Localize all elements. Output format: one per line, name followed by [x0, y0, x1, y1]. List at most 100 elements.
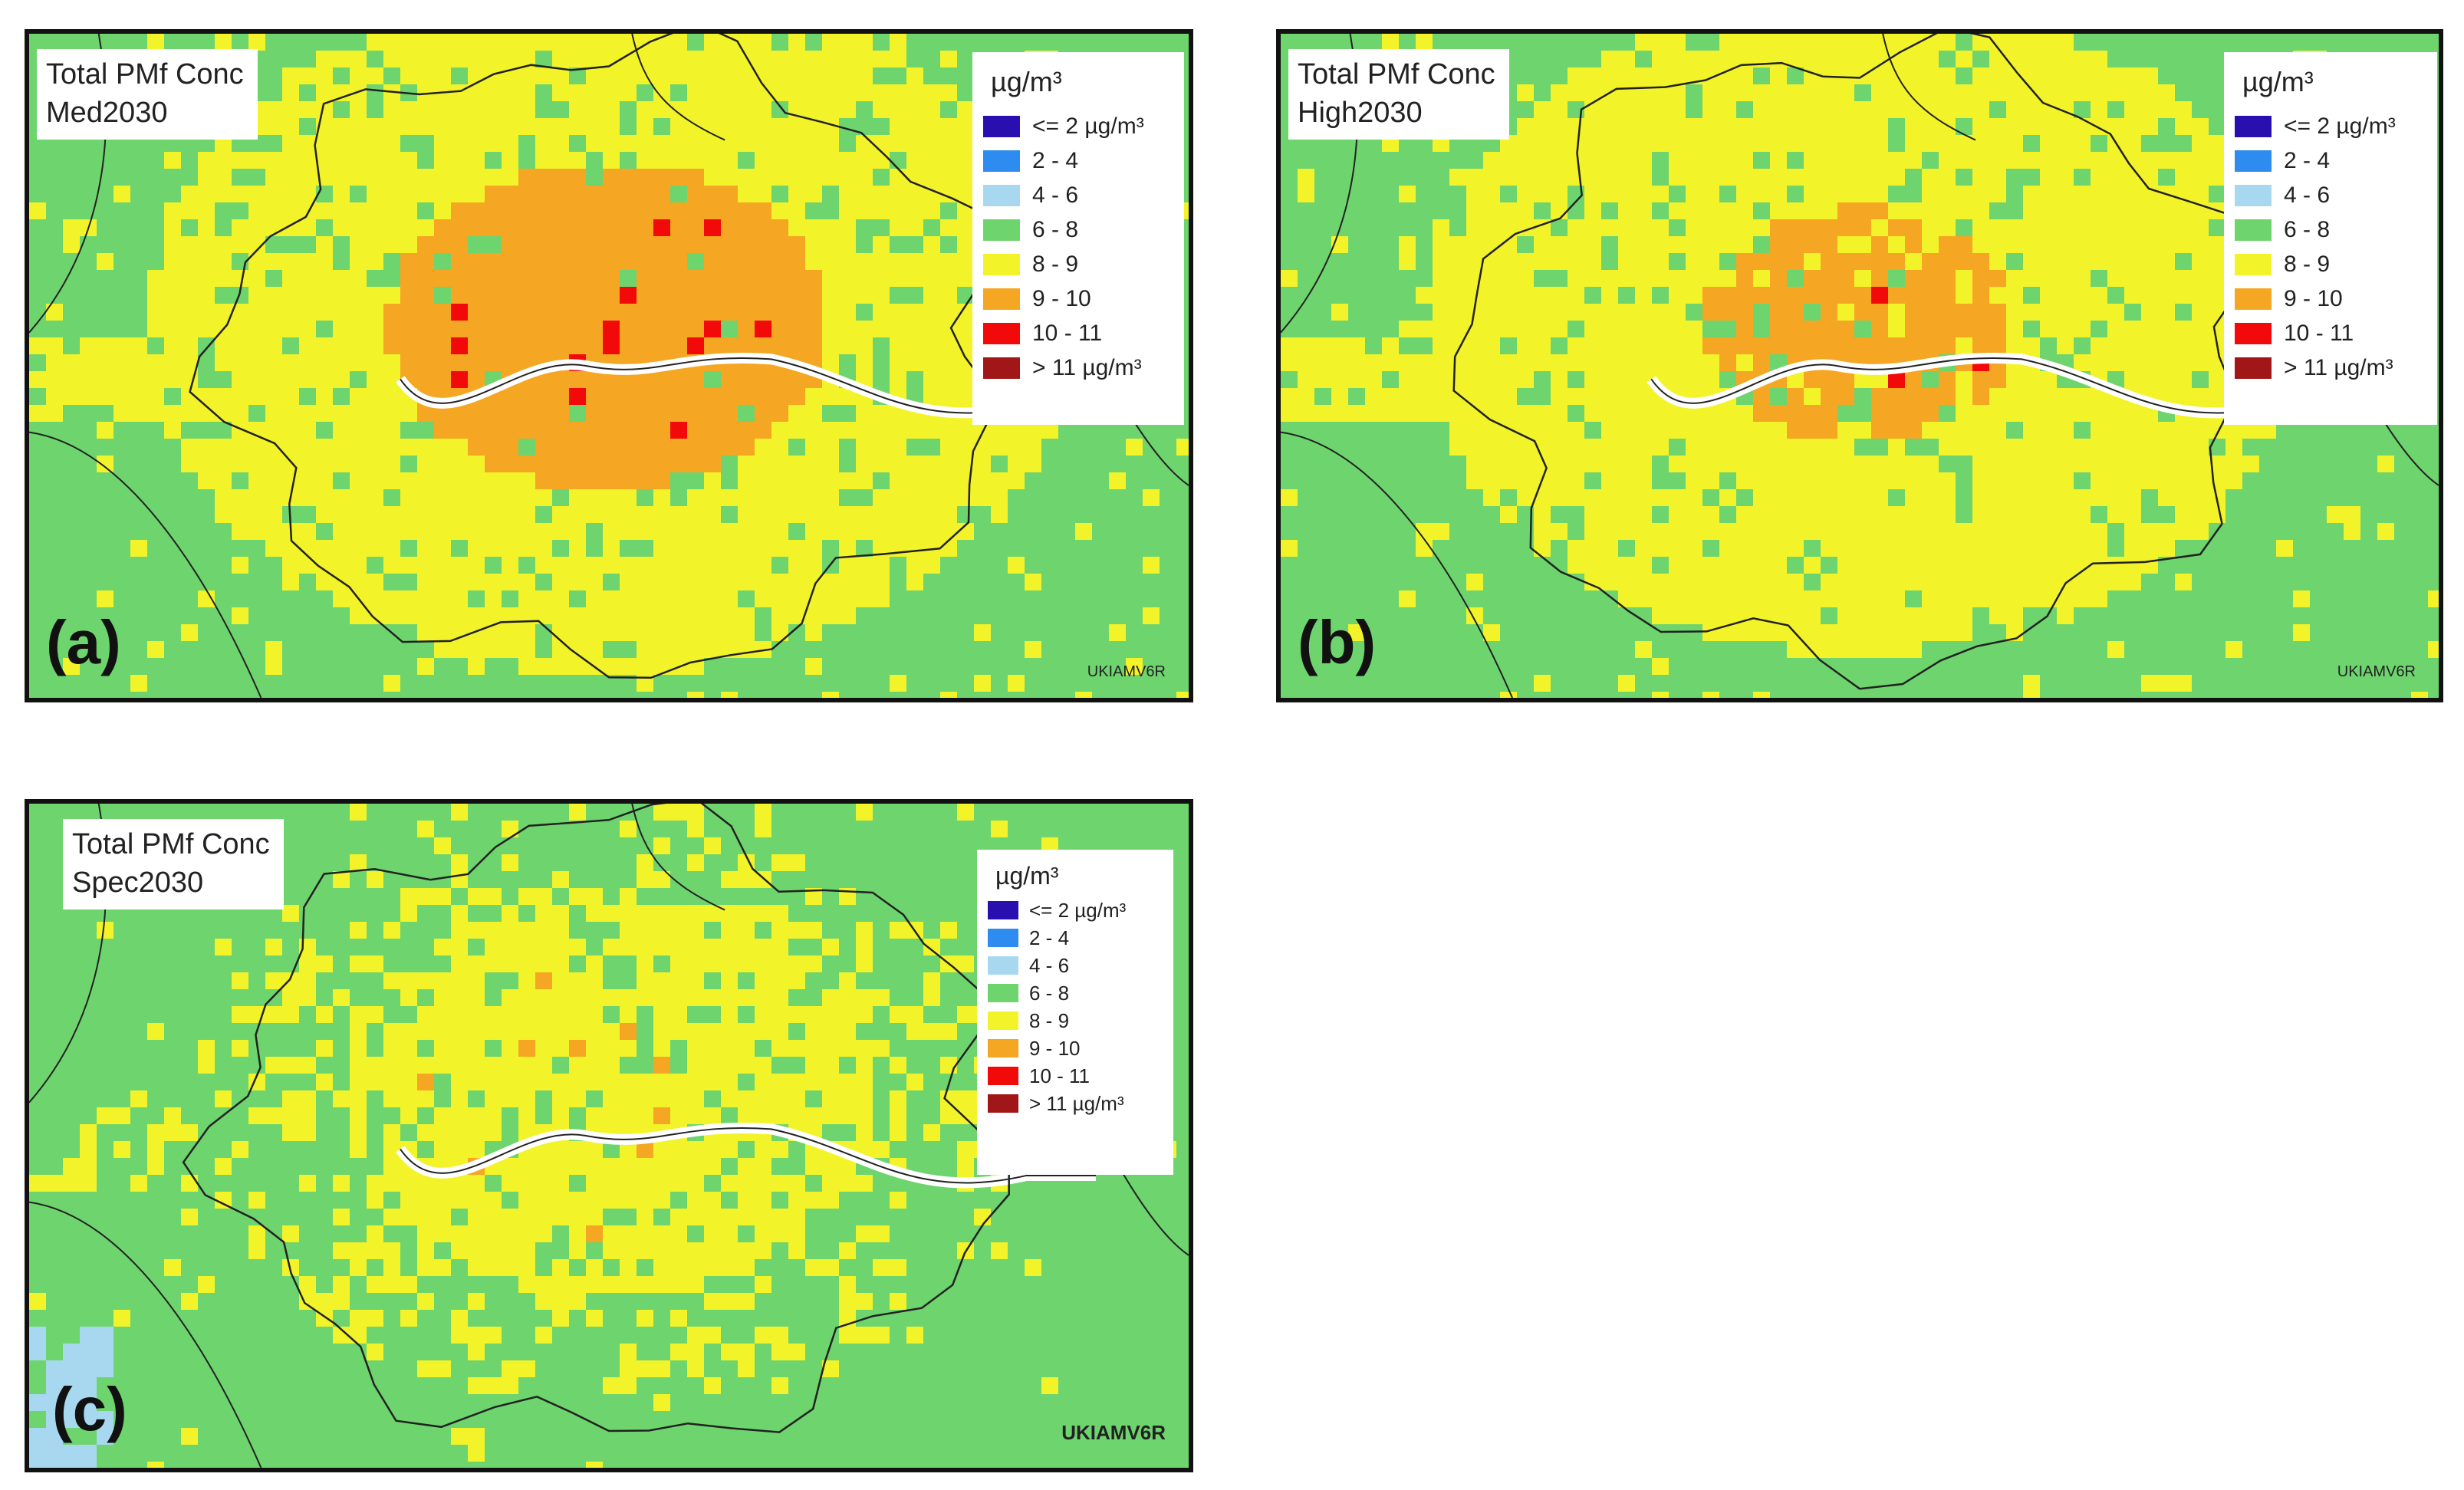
legend-unit: µg/m³ [2242, 66, 2314, 97]
legend-swatch [988, 1067, 1018, 1085]
county-boundary [1882, 34, 1976, 141]
legend-items: <= 2 µg/m³ 2 - 4 4 - 6 6 - 8 8 - 9 9 - 10 10 -… [2235, 109, 2428, 385]
legend-swatch [983, 253, 1020, 275]
legend-item: 2 - 4 [2235, 143, 2428, 178]
legend-item: 9 - 10 [2235, 281, 2428, 316]
legend-label: 9 - 10 [1029, 1036, 1081, 1060]
legend-label: 9 - 10 [2284, 285, 2343, 311]
panel-label: (c) [52, 1375, 127, 1443]
panel-label: (b) [1298, 608, 1377, 676]
legend-item: 10 - 11 [2235, 316, 2428, 350]
map-scenario: Spec2030 [72, 867, 204, 899]
map-title: Total PMf Conc [46, 58, 244, 90]
legend-item: <= 2 µg/m³ [2235, 109, 2428, 143]
county-boundary [631, 804, 725, 911]
legend: µg/m³ <= 2 µg/m³ 2 - 4 4 - 6 6 - 8 8 - 9 9 - … [977, 850, 1173, 1175]
london-boundary [1452, 34, 2263, 690]
legend-label: 8 - 9 [1032, 251, 1079, 277]
legend-item: 6 - 8 [983, 212, 1175, 247]
legend-label: 6 - 8 [1029, 981, 1070, 1005]
legend-swatch [988, 1094, 1018, 1113]
legend-swatch [988, 956, 1018, 975]
legend-swatch [983, 115, 1020, 137]
legend-items: <= 2 µg/m³ 2 - 4 4 - 6 6 - 8 8 - 9 9 - 10 10 -… [983, 109, 1175, 385]
legend-item: > 11 µg/m³ [2235, 350, 2428, 385]
legend-swatch [2235, 184, 2272, 206]
legend-swatch [2235, 253, 2272, 275]
map-title: Total PMf Conc [1298, 58, 1495, 90]
legend-unit: µg/m³ [991, 66, 1062, 97]
legend-swatch [988, 929, 1018, 947]
legend-label: > 11 µg/m³ [1032, 354, 1142, 380]
source-label: UKIAMV6R [1087, 663, 1166, 680]
legend-swatch [983, 288, 1020, 310]
legend-item: 9 - 10 [983, 281, 1175, 316]
legend-swatch [2235, 357, 2272, 379]
legend-item: 9 - 10 [988, 1034, 1164, 1062]
legend-label: 6 - 8 [2284, 216, 2331, 242]
legend-label: 4 - 6 [1029, 953, 1070, 977]
map-panel-a: Total PMf Conc Med2030 µg/m³ <= 2 µg/m³ 2… [25, 29, 1193, 702]
panel-label: (a) [46, 608, 121, 676]
legend-label: 4 - 6 [2284, 182, 2331, 208]
legend-item: 6 - 8 [988, 979, 1164, 1007]
legend-label: <= 2 µg/m³ [1029, 898, 1127, 922]
legend-item: 4 - 6 [988, 952, 1164, 979]
legend-label: 2 - 4 [2284, 147, 2331, 173]
legend: µg/m³ <= 2 µg/m³ 2 - 4 4 - 6 6 - 8 8 - 9 9 - … [972, 52, 1184, 425]
county-boundary [631, 34, 725, 141]
legend-swatch [2235, 115, 2272, 137]
legend-swatch [983, 357, 1020, 379]
legend-swatch [988, 1039, 1018, 1057]
legend-label: > 11 µg/m³ [2284, 354, 2393, 380]
legend-item: <= 2 µg/m³ [983, 109, 1175, 143]
legend-swatch [2235, 150, 2272, 172]
map-title-box: Total PMf Conc Med2030 [37, 49, 258, 140]
source-label: UKIAMV6R [2337, 663, 2416, 680]
legend-label: <= 2 µg/m³ [1032, 113, 1144, 139]
legend-swatch [988, 1011, 1018, 1030]
legend-item: 10 - 11 [988, 1062, 1164, 1090]
legend-label: 6 - 8 [1032, 216, 1079, 242]
map-scenario: Med2030 [46, 97, 168, 129]
legend-swatch [983, 322, 1020, 344]
legend-label: 10 - 11 [1032, 320, 1103, 346]
river-outline [400, 1127, 1097, 1184]
county-boundary [1281, 431, 1513, 698]
legend-swatch [2235, 288, 2272, 310]
legend-item: <= 2 µg/m³ [988, 896, 1164, 924]
map-title-box: Total PMf Conc High2030 [1288, 49, 1509, 140]
legend-swatch [983, 219, 1020, 241]
legend-item: 8 - 9 [983, 247, 1175, 281]
legend-label: 2 - 4 [1029, 926, 1070, 949]
legend-label: 10 - 11 [2284, 320, 2354, 346]
legend: µg/m³ <= 2 µg/m³ 2 - 4 4 - 6 6 - 8 8 - 9 9 - … [2224, 52, 2437, 425]
legend-item: > 11 µg/m³ [983, 350, 1175, 385]
map-title-box: Total PMf Conc Spec2030 [63, 819, 284, 909]
river-outline [1650, 357, 2347, 414]
legend-label: 2 - 4 [1032, 147, 1079, 173]
legend-unit: µg/m³ [995, 862, 1059, 890]
legend-label: 9 - 10 [1032, 285, 1091, 311]
legend-swatch [983, 150, 1020, 172]
legend-swatch [2235, 322, 2272, 344]
legend-item: 4 - 6 [983, 178, 1175, 212]
legend-swatch [988, 901, 1018, 919]
legend-item: 2 - 4 [988, 924, 1164, 952]
map-panel-c: Total PMf Conc Spec2030 µg/m³ <= 2 µg/m³… [25, 799, 1193, 1472]
legend-item: 8 - 9 [2235, 247, 2428, 281]
legend-item: 10 - 11 [983, 316, 1175, 350]
legend-swatch [2235, 219, 2272, 241]
legend-item: 8 - 9 [988, 1007, 1164, 1034]
map-panel-b: Total PMf Conc High2030 µg/m³ <= 2 µg/m³… [1276, 29, 2443, 702]
legend-label: 10 - 11 [1029, 1064, 1091, 1087]
legend-swatch [983, 184, 1020, 206]
legend-label: > 11 µg/m³ [1029, 1091, 1124, 1115]
legend-item: 6 - 8 [2235, 212, 2428, 247]
source-label: UKIAMV6R [1061, 1421, 1166, 1444]
london-boundary [189, 34, 1004, 679]
legend-item: > 11 µg/m³ [988, 1090, 1164, 1117]
concentration-map-c [29, 804, 1189, 1468]
legend-label: 8 - 9 [2284, 251, 2331, 277]
legend-swatch [988, 984, 1018, 1002]
